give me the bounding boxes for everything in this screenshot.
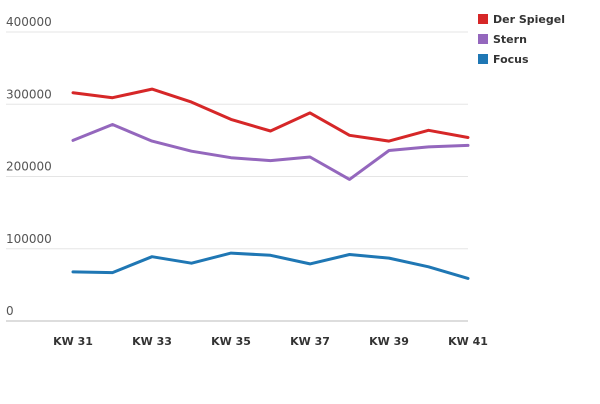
y-tick-label: 200000	[6, 160, 52, 174]
y-tick-label: 300000	[6, 87, 52, 101]
grid-layer	[6, 31, 468, 322]
legend-swatch	[478, 34, 488, 44]
x-tick-label: KW 37	[290, 335, 330, 348]
x-tick-label: KW 39	[369, 335, 409, 348]
series-line-focus	[71, 251, 470, 280]
axis-layer: 0 100000 200000 300000 400000 KW 31 KW 33 KW 35…	[6, 15, 488, 348]
y-tick-label: 400000	[6, 15, 52, 29]
y-tick-label: 0	[6, 304, 14, 318]
x-tick-label: KW 41	[448, 335, 488, 348]
x-tick-label: KW 31	[53, 335, 93, 348]
legend-item-der-spiegel: Der Spiegel	[478, 13, 565, 26]
legend-swatch	[478, 54, 488, 64]
y-tick-label: 100000	[6, 232, 52, 246]
legend-item-focus: Focus	[478, 53, 529, 66]
legend-label: Stern	[493, 33, 527, 46]
legend-swatch	[478, 14, 488, 24]
legend-label: Focus	[493, 53, 529, 66]
x-tick-label: KW 33	[132, 335, 172, 348]
legend-item-stern: Stern	[478, 33, 527, 46]
series-line-der-spiegel	[71, 87, 470, 143]
series-layer	[71, 87, 470, 280]
legend-label: Der Spiegel	[493, 13, 565, 26]
series-line-stern	[71, 123, 470, 181]
x-tick-label: KW 35	[211, 335, 251, 348]
legend: Der Spiegel Stern Focus	[478, 13, 565, 66]
